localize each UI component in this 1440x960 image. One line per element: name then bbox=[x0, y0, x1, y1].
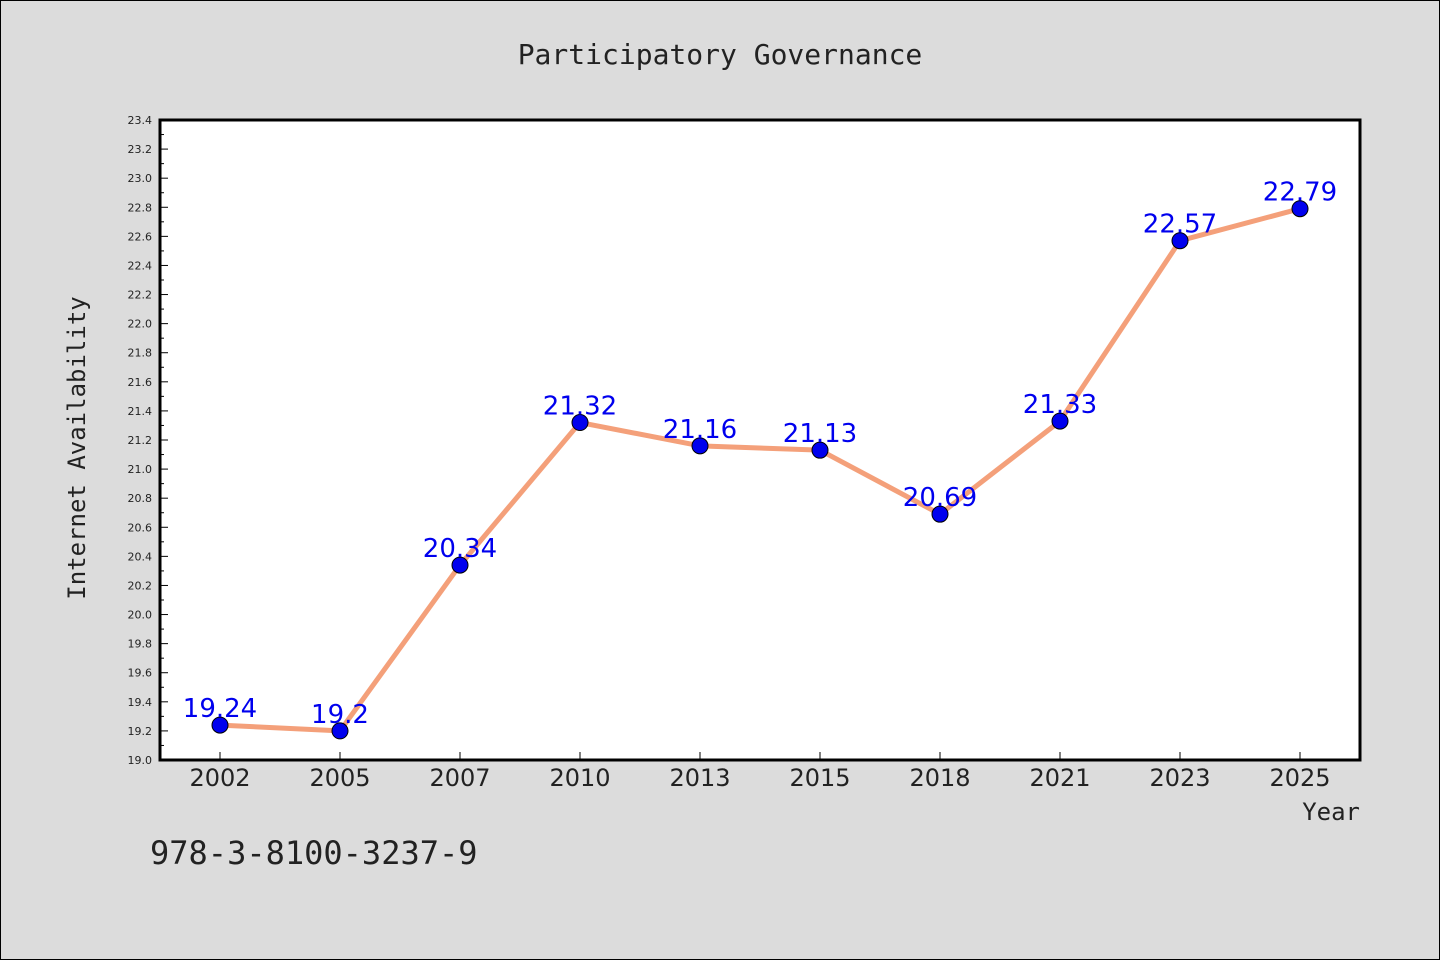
data-label: 19.24 bbox=[183, 694, 257, 724]
x-tick-label: 2002 bbox=[189, 764, 250, 792]
data-label: 19.2 bbox=[311, 700, 369, 730]
data-point bbox=[931, 505, 949, 523]
y-tick-label: 22.8 bbox=[128, 201, 153, 214]
data-label: 21.33 bbox=[1023, 390, 1097, 420]
x-axis-label: Year bbox=[1302, 798, 1360, 826]
y-axis-label: Internet Availability bbox=[63, 296, 91, 599]
series-line bbox=[219, 206, 1301, 734]
x-tick-label: 2013 bbox=[669, 764, 730, 792]
y-tick-label: 20.0 bbox=[128, 609, 153, 622]
plot-area bbox=[158, 118, 1362, 762]
y-tick-label: 19.4 bbox=[128, 696, 153, 709]
data-label: 22.57 bbox=[1143, 210, 1217, 240]
data-label: 21.16 bbox=[663, 415, 737, 445]
y-tick-label: 20.4 bbox=[128, 550, 153, 563]
y-tick-label: 22.4 bbox=[128, 259, 153, 272]
data-point bbox=[571, 414, 589, 432]
series-line-group: 19.24 19.2 20.34 21.32 21.16 21.13 20.69 21.33 2… bbox=[183, 178, 1337, 740]
y-tick-label: 23.0 bbox=[128, 172, 153, 185]
y-tick-label: 21.6 bbox=[128, 376, 153, 389]
x-tick-label: 2018 bbox=[909, 764, 970, 792]
data-point bbox=[691, 437, 709, 455]
y-tick-label: 21.8 bbox=[128, 347, 153, 360]
data-point bbox=[1051, 412, 1069, 430]
x-tick-label: 2007 bbox=[429, 764, 490, 792]
y-tick-label: 19.6 bbox=[128, 667, 153, 680]
data-label: 20.69 bbox=[903, 483, 977, 513]
y-tick-label: 20.6 bbox=[128, 521, 153, 534]
x-tick-label: 2010 bbox=[549, 764, 610, 792]
data-point bbox=[211, 716, 229, 734]
chart-title: Participatory Governance bbox=[518, 38, 923, 71]
x-tick-label: 2005 bbox=[309, 764, 370, 792]
y-tick-label: 23.2 bbox=[128, 143, 153, 156]
x-tick-label: 2021 bbox=[1029, 764, 1090, 792]
y-tick-label: 21.2 bbox=[128, 434, 153, 447]
data-point bbox=[331, 722, 349, 740]
data-label: 21.13 bbox=[783, 419, 857, 449]
y-tick-label: 19.8 bbox=[128, 638, 153, 651]
y-tick-label: 21.4 bbox=[128, 405, 153, 418]
data-point bbox=[1291, 200, 1309, 218]
y-tick-label: 23.4 bbox=[128, 114, 153, 127]
data-label: 21.32 bbox=[543, 392, 617, 422]
data-label: 20.34 bbox=[423, 534, 497, 564]
y-axis: 19.0 19.2 19.4 19.6 19.8 20.0 20.2 20.4 20.6 20.8… bbox=[128, 114, 168, 767]
isbn-footnote: 978-3-8100-3237-9 bbox=[150, 834, 478, 872]
y-tick-label: 19.0 bbox=[128, 754, 153, 767]
y-tick-label: 20.2 bbox=[128, 579, 153, 592]
y-tick-label: 21.0 bbox=[128, 463, 153, 476]
y-tick-label: 22.6 bbox=[128, 230, 153, 243]
x-axis: 2002 2005 2007 2010 2013 2015 2018 2021 2023 2025 bbox=[189, 752, 1331, 792]
data-point bbox=[811, 441, 829, 459]
y-tick-label: 20.8 bbox=[128, 492, 153, 505]
data-point bbox=[451, 556, 469, 574]
x-tick-label: 2025 bbox=[1269, 764, 1330, 792]
x-tick-label: 2015 bbox=[789, 764, 850, 792]
y-tick-label: 19.2 bbox=[128, 725, 153, 738]
data-point bbox=[1171, 232, 1189, 250]
x-tick-label: 2023 bbox=[1149, 764, 1210, 792]
y-tick-label: 22.2 bbox=[128, 289, 153, 302]
y-tick-label: 22.0 bbox=[128, 318, 153, 331]
data-label: 22.79 bbox=[1263, 178, 1337, 208]
